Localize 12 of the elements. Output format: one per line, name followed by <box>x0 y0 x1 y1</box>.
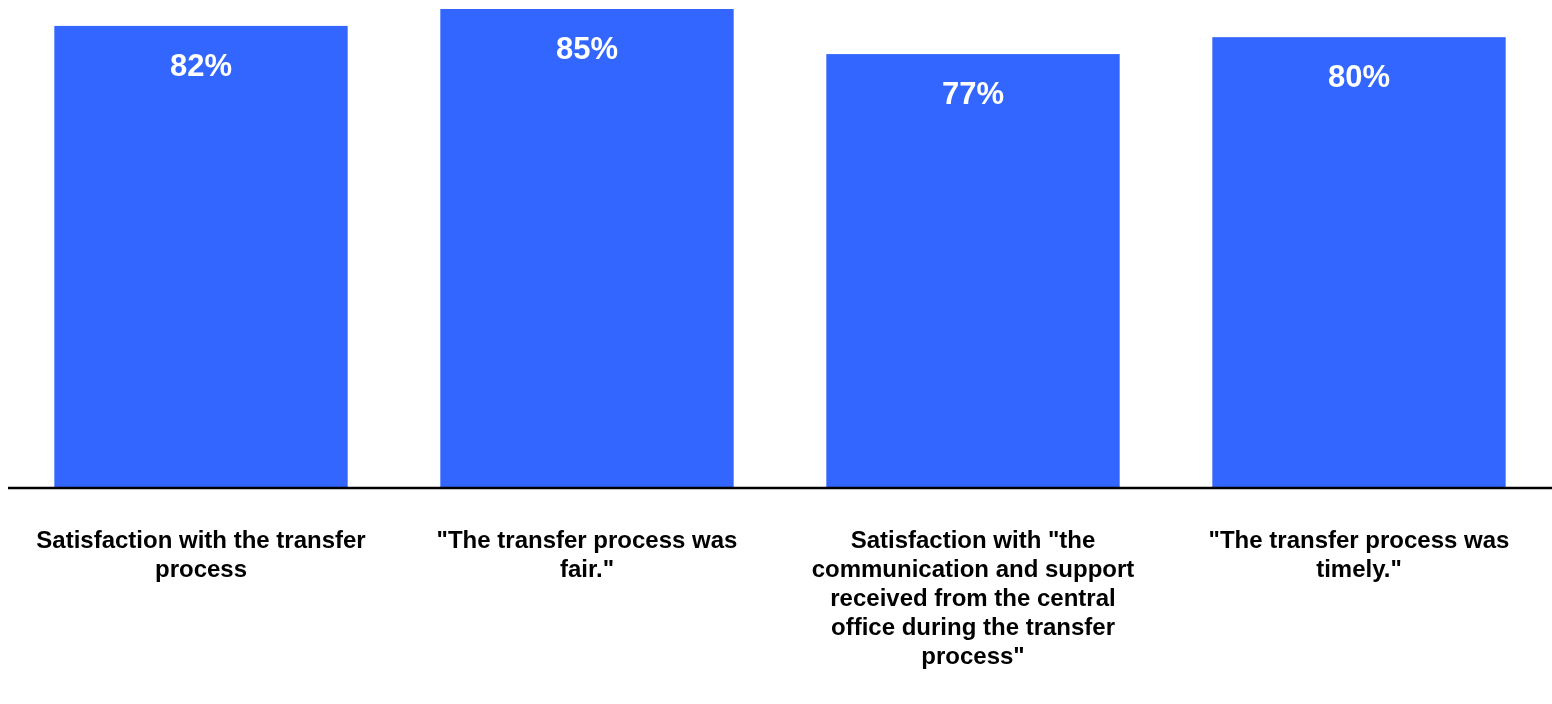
data-label: 85% <box>555 31 619 66</box>
x-tick-label: "The transfer process was timely." <box>1208 526 1510 582</box>
data-label: 77% <box>941 76 1005 112</box>
x-tick-label: Satisfaction with "the communication and support received from the central office during the transfer process" <box>811 526 1135 669</box>
bar <box>54 25 348 488</box>
bar <box>1212 37 1506 488</box>
bar <box>440 9 734 488</box>
x-tick-label: Satisfaction with the transfer process <box>36 526 366 582</box>
data-label: 80% <box>1327 59 1391 95</box>
bar <box>826 54 1120 488</box>
x-tick-label: "The transfer process was fair." <box>436 526 738 582</box>
data-label: 82% <box>169 47 233 83</box>
